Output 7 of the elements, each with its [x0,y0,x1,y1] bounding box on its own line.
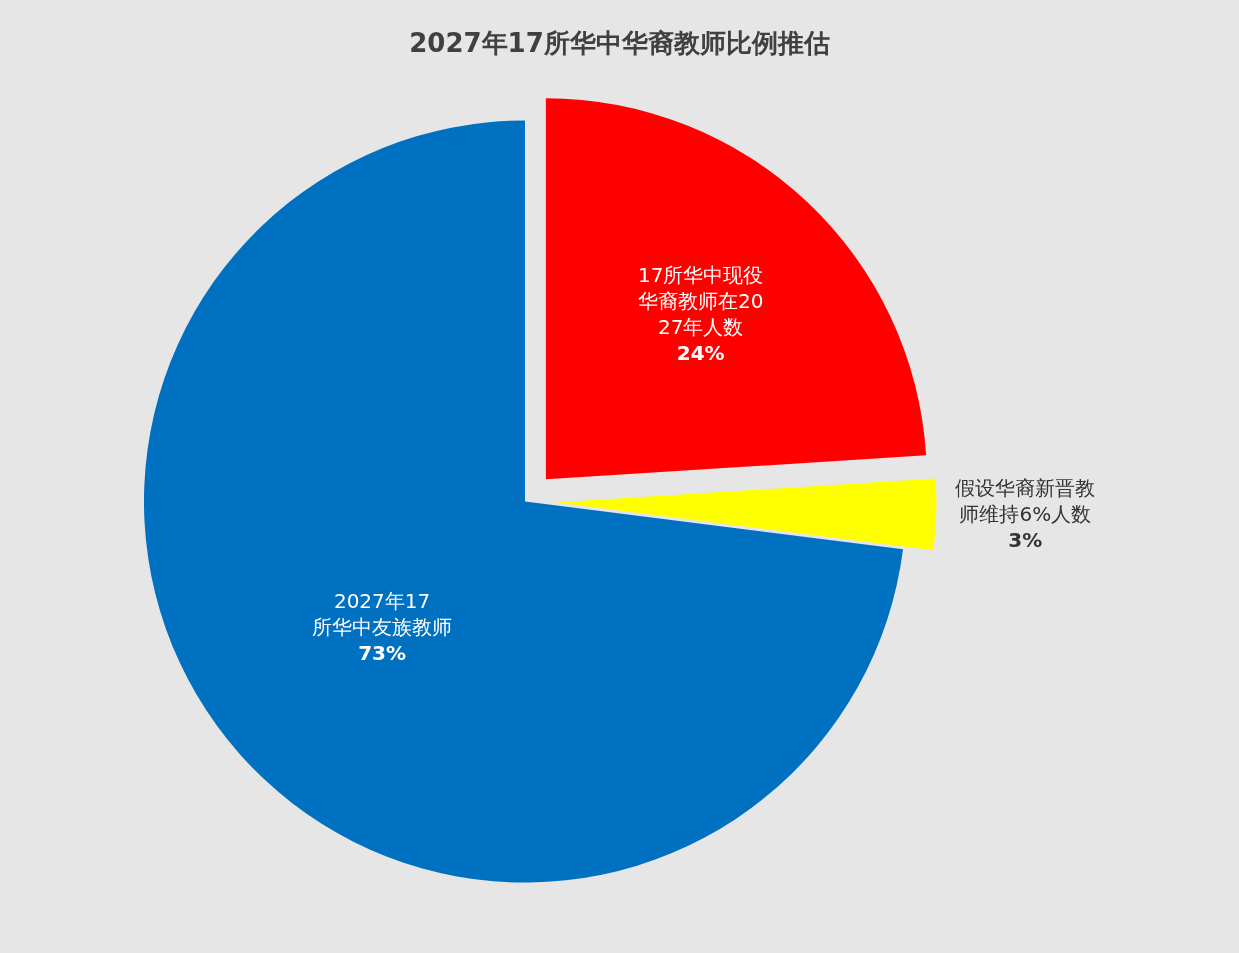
slice-label: 2027年17所华中友族教师 [312,589,453,640]
chart-title: 2027年17所华中华裔教师比例推估 [409,27,830,58]
data-label: 3% [1008,528,1043,553]
slice-label: 假设华裔新晋教师维持6%人数 [955,476,1096,527]
slice-label: 17所华中现役华裔教师在2027年人数 [637,263,764,340]
data-label: 73% [358,641,407,666]
data-label: 24% [676,341,725,366]
